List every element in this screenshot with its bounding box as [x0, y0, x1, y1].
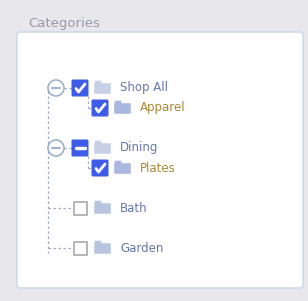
FancyBboxPatch shape	[95, 81, 101, 85]
FancyBboxPatch shape	[115, 101, 121, 105]
FancyBboxPatch shape	[71, 79, 88, 97]
FancyBboxPatch shape	[95, 201, 101, 205]
Text: Apparel: Apparel	[140, 101, 186, 114]
FancyBboxPatch shape	[94, 143, 111, 154]
Text: Plates: Plates	[140, 162, 176, 175]
FancyBboxPatch shape	[91, 160, 108, 176]
FancyBboxPatch shape	[114, 163, 131, 174]
Bar	[74, 241, 87, 255]
Text: Dining: Dining	[120, 141, 158, 154]
Circle shape	[48, 80, 64, 96]
FancyBboxPatch shape	[94, 83, 111, 94]
FancyBboxPatch shape	[115, 161, 121, 165]
Text: Shop All: Shop All	[120, 82, 168, 95]
Bar	[74, 201, 87, 215]
FancyBboxPatch shape	[91, 100, 108, 116]
FancyBboxPatch shape	[114, 103, 131, 114]
Text: Garden: Garden	[120, 241, 163, 255]
FancyBboxPatch shape	[94, 203, 111, 214]
FancyBboxPatch shape	[71, 139, 88, 157]
Text: Bath: Bath	[120, 201, 148, 215]
FancyBboxPatch shape	[95, 141, 101, 145]
Text: Categories: Categories	[28, 17, 100, 30]
FancyBboxPatch shape	[94, 243, 111, 254]
Circle shape	[48, 140, 64, 156]
FancyBboxPatch shape	[95, 241, 101, 245]
FancyBboxPatch shape	[17, 32, 303, 288]
